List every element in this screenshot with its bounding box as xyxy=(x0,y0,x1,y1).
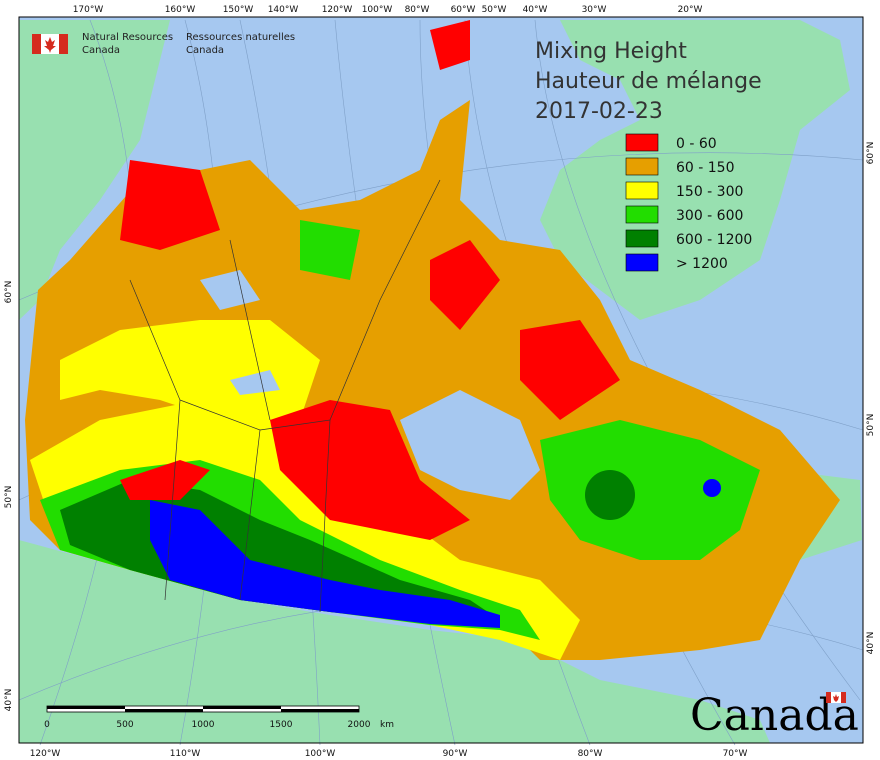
top-lon-label: 150°W xyxy=(223,5,254,15)
zone-0-60-nunavut xyxy=(430,240,500,330)
bottom-lon-label: 120°W xyxy=(30,749,61,759)
legend-swatch xyxy=(625,181,659,200)
agency-signature: Natural Resources Canada Ressources natu… xyxy=(32,32,295,56)
scale-bar: 0 500 1000 1500 2000 km xyxy=(44,705,394,730)
alaska-landmass xyxy=(19,20,170,320)
scale-unit: km xyxy=(380,720,394,730)
scale-tick-label: 1500 xyxy=(270,720,293,730)
top-lon-label: 80°W xyxy=(405,5,430,15)
bottom-lon-label: 110°W xyxy=(170,749,201,759)
zone-0-60-rockies xyxy=(120,460,210,500)
scale-tick-label: 0 xyxy=(44,720,50,730)
legend-item: 150 - 300 xyxy=(625,181,743,200)
great-bear-lake xyxy=(200,270,260,310)
legend-item: > 1200 xyxy=(625,253,728,272)
legend-label: 300 - 600 xyxy=(676,208,743,224)
wordmark-flag-icon xyxy=(826,692,846,703)
zone-0-60-baffin xyxy=(520,320,620,420)
bottom-longitude-labels: 120°W 110°W 100°W 90°W 80°W 70°W xyxy=(30,749,748,759)
foreign-land xyxy=(19,20,862,743)
top-lon-label: 30°W xyxy=(582,5,607,15)
left-lat-label: 60°N xyxy=(4,281,14,304)
top-lon-label: 50°W xyxy=(482,5,507,15)
top-longitude-labels: 170°W 160°W 150°W 140°W 120°W 100°W 80°W 60°W 50… xyxy=(73,5,703,15)
top-lon-label: 100°W xyxy=(362,5,393,15)
legend-item: 0 - 60 xyxy=(625,133,717,152)
legend: 0 - 60 60 - 150 150 - 300 300 - 600 600 - 12… xyxy=(625,133,752,272)
legend-item: 60 - 150 xyxy=(625,157,735,176)
agency-en-line1: Natural Resources xyxy=(82,32,173,43)
zone-300-600-arctic-island xyxy=(300,220,360,280)
left-lat-label: 50°N xyxy=(4,486,14,509)
scale-tick-label: 2000 xyxy=(348,720,371,730)
bottom-lon-label: 70°W xyxy=(723,749,748,759)
top-lon-label: 40°W xyxy=(523,5,548,15)
zone-150-300-west xyxy=(60,320,320,420)
canada-wordmark: Canada xyxy=(690,690,859,741)
boundary-lines xyxy=(129,179,441,613)
usa-landmass xyxy=(19,540,770,743)
zone-600-1200-quebec-cell xyxy=(585,470,635,520)
bottom-lon-label: 100°W xyxy=(305,749,336,759)
legend-swatch xyxy=(625,229,659,248)
legend-swatch xyxy=(625,133,659,152)
legend-label: 0 - 60 xyxy=(676,136,717,152)
agency-en-line2: Canada xyxy=(82,45,120,56)
zone-300-600-quebec xyxy=(540,420,760,560)
right-lat-label: 40°N xyxy=(866,632,876,655)
bottom-lon-label: 80°W xyxy=(578,749,603,759)
top-lon-label: 60°W xyxy=(451,5,476,15)
zone-over-1200-prairies xyxy=(150,500,500,628)
scale-tick-label: 500 xyxy=(116,720,133,730)
legend-label: 60 - 150 xyxy=(676,160,735,176)
legend-item: 300 - 600 xyxy=(625,205,743,224)
hudson-bay xyxy=(400,390,540,500)
scale-tick-label: 1000 xyxy=(192,720,215,730)
zone-0-60-yukon xyxy=(120,160,220,250)
legend-swatch xyxy=(625,157,659,176)
left-latitude-labels: 60°N 50°N 40°N xyxy=(4,281,14,712)
right-latitude-labels: 60°N 50°N 40°N xyxy=(866,142,876,655)
top-lon-label: 20°W xyxy=(678,5,703,15)
greenland-landmass xyxy=(540,20,850,320)
top-lon-label: 170°W xyxy=(73,5,104,15)
legend-label: 600 - 1200 xyxy=(676,232,752,248)
legend-item: 600 - 1200 xyxy=(625,229,752,248)
legend-swatch xyxy=(625,205,659,224)
top-lon-label: 160°W xyxy=(165,5,196,15)
left-lat-label: 40°N xyxy=(4,689,14,712)
title-french: Hauteur de mélange xyxy=(535,69,762,94)
agency-fr-line1: Ressources naturelles xyxy=(186,32,295,43)
top-lon-label: 140°W xyxy=(268,5,299,15)
agency-fr-line2: Canada xyxy=(186,45,224,56)
right-lat-label: 60°N xyxy=(866,142,876,165)
legend-swatch xyxy=(625,253,659,272)
zone-over-1200-quebec-cell xyxy=(703,479,721,497)
legend-label: > 1200 xyxy=(676,256,728,272)
great-slave-lake xyxy=(230,370,280,395)
top-lon-label: 120°W xyxy=(322,5,353,15)
title-date: 2017-02-23 xyxy=(535,99,663,124)
canada-flag-icon xyxy=(32,34,68,54)
bottom-lon-label: 90°W xyxy=(443,749,468,759)
canada-mixing-height-zones xyxy=(25,20,840,660)
title-english: Mixing Height xyxy=(535,39,687,64)
right-lat-label: 50°N xyxy=(866,414,876,437)
map-border xyxy=(18,16,864,744)
legend-label: 150 - 300 xyxy=(676,184,743,200)
inland-water xyxy=(200,270,540,500)
map-title: Mixing Height Hauteur de mélange 2017-02… xyxy=(535,39,762,124)
zone-0-60-ellesmere xyxy=(430,20,470,70)
zone-0-60-central xyxy=(270,400,470,540)
